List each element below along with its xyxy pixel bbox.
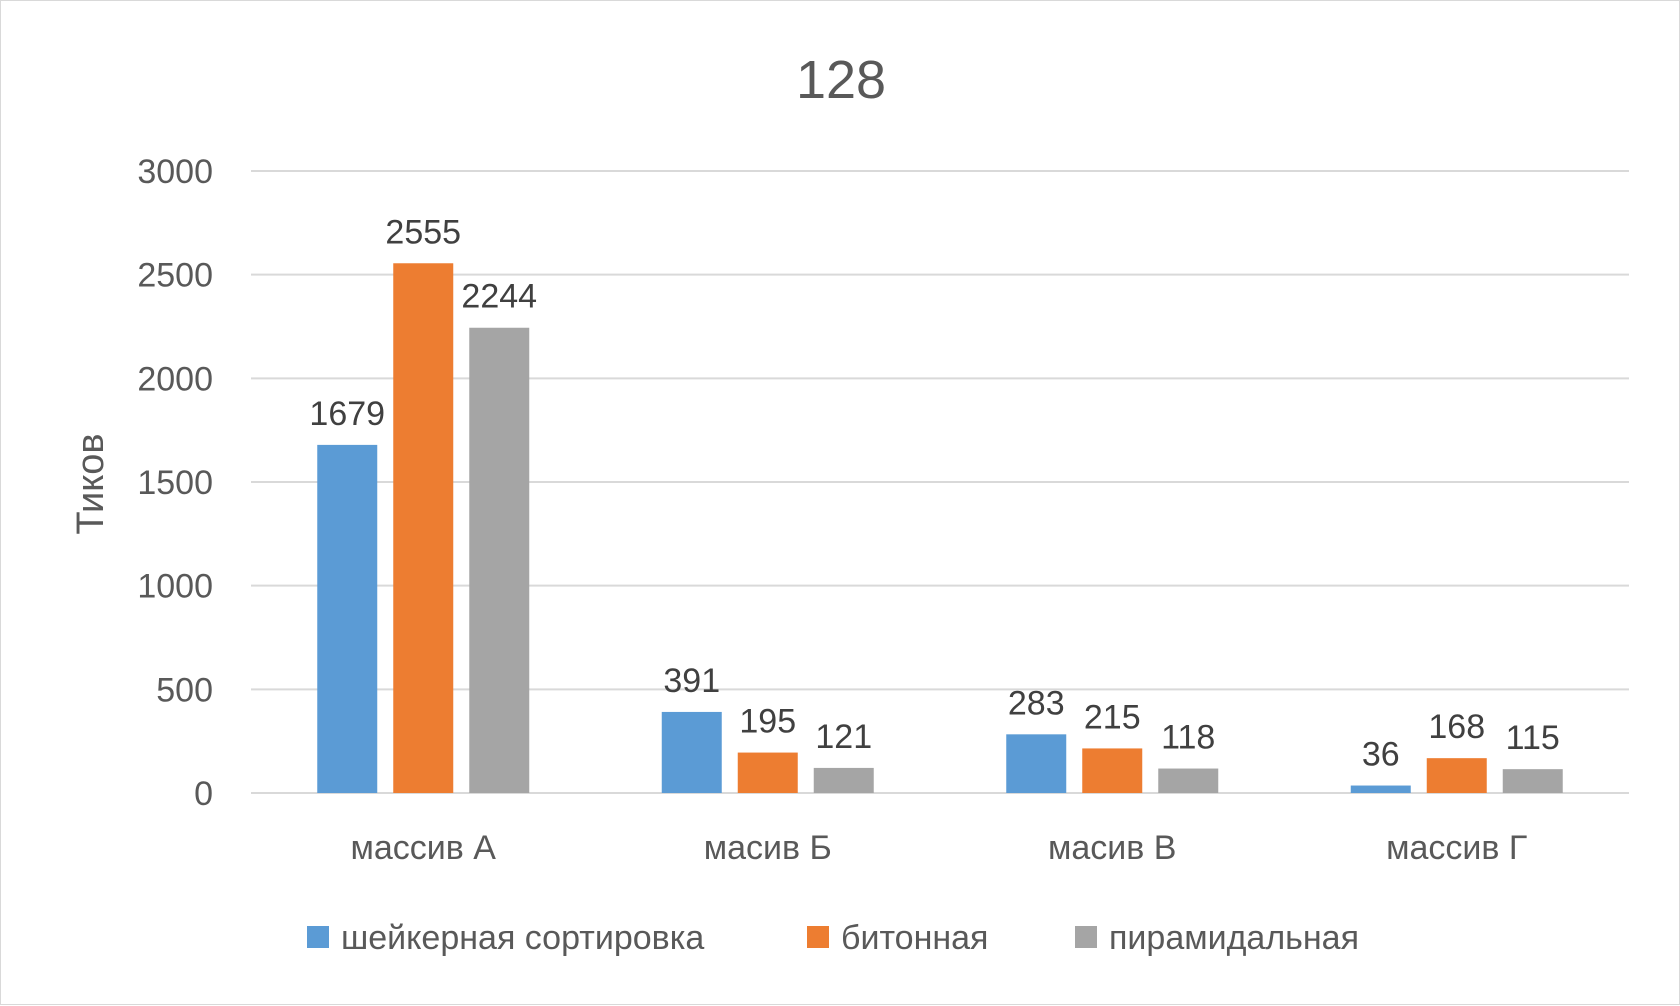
x-category-label: массив Г <box>1386 829 1527 867</box>
legend-swatch <box>307 926 329 948</box>
bar <box>813 767 874 793</box>
data-label: 168 <box>1428 708 1485 746</box>
y-tick-label: 3000 <box>137 153 213 191</box>
data-label: 283 <box>1008 684 1065 722</box>
chart-title: 128 <box>796 50 886 110</box>
gridlines <box>251 170 1629 794</box>
y-axis-ticks: 0 500 1000 1500 2000 2500 3000 <box>137 153 213 813</box>
y-tick-label: 0 <box>194 775 213 813</box>
data-label: 115 <box>1506 719 1560 757</box>
legend-label: шейкерная сортировка <box>341 919 704 957</box>
y-tick-label: 1000 <box>137 568 213 606</box>
data-label: 2244 <box>461 278 537 316</box>
data-label: 215 <box>1084 698 1141 736</box>
x-category-label: масив Б <box>704 829 832 867</box>
data-label: 2555 <box>385 213 461 251</box>
bar <box>1006 734 1067 793</box>
data-label: 121 <box>815 718 872 756</box>
data-label: 195 <box>739 703 796 741</box>
y-tick-label: 2000 <box>137 360 213 398</box>
bar <box>1426 758 1487 793</box>
x-axis-categories: массив А масив Б масив В массив Г <box>351 829 1528 867</box>
data-label: 391 <box>663 662 720 700</box>
legend-label: битонная <box>841 919 988 957</box>
bar <box>661 711 722 793</box>
bar <box>469 327 530 793</box>
legend: шейкерная сортировка битонная пирамидальна… <box>307 919 1359 957</box>
x-category-label: масив В <box>1048 829 1176 867</box>
legend-label: пирамидальная <box>1109 919 1359 957</box>
bar <box>317 444 378 793</box>
data-label: 1679 <box>309 395 385 433</box>
data-label: 118 <box>1161 719 1215 757</box>
bar <box>1082 748 1143 793</box>
y-tick-label: 2500 <box>137 257 213 295</box>
x-category-label: массив А <box>351 829 497 867</box>
data-label: 36 <box>1362 736 1400 774</box>
bar <box>1158 768 1219 793</box>
legend-swatch <box>1075 926 1097 948</box>
bars <box>317 263 1563 794</box>
bar <box>1502 769 1563 793</box>
legend-swatch <box>807 926 829 948</box>
bar <box>737 752 798 793</box>
y-tick-label: 1500 <box>137 464 213 502</box>
y-axis-label: Тиков <box>70 433 112 534</box>
bar <box>1350 785 1411 793</box>
y-tick-label: 500 <box>156 671 213 709</box>
bar <box>393 263 454 794</box>
